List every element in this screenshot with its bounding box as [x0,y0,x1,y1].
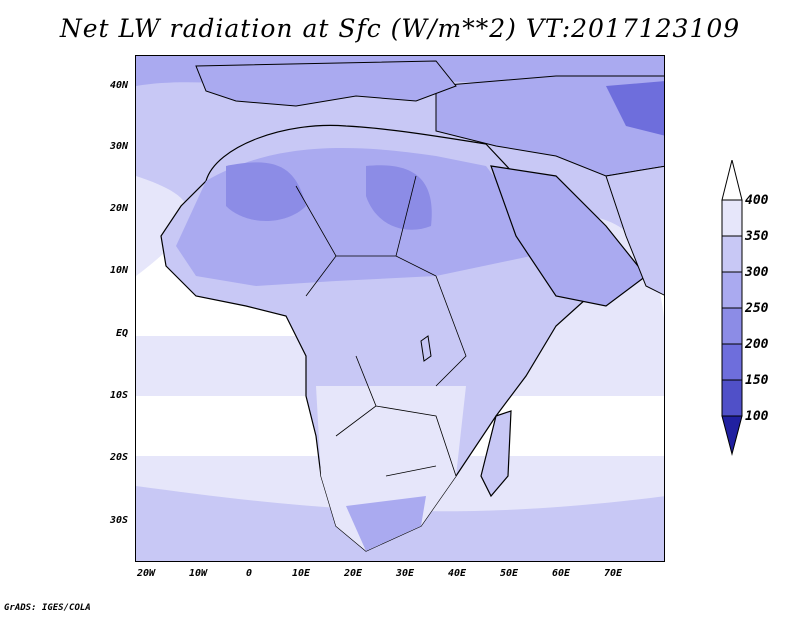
lon-label-0: 0 [245,568,253,579]
asia-peak-shade [606,81,664,136]
india-landmass [605,165,664,296]
country-borders [295,175,467,477]
colorbar [721,160,743,456]
lon-label-30e: 30E [395,568,415,579]
lon-label-40e: 40E [447,568,467,579]
lat-label-20s: 20S [109,452,128,463]
madagascar-landmass [480,410,512,498]
lat-label-30n: 30N [109,141,128,152]
colorbar-bin-150-200 [721,343,743,381]
colorbar-bin-300-350 [721,235,743,273]
lon-label-10w: 10W [188,568,208,579]
lat-label-20n: 20N [109,203,128,214]
colorbar-label-200: 200 [745,337,769,352]
colorbar-bottom-arrow [721,415,743,456]
lon-label-50e: 50E [499,568,519,579]
grads-credit: GrADS: IGES/COLA [4,603,91,613]
colorbar-label-100: 100 [745,409,769,424]
map-panel [135,55,665,562]
colorbar-bin-350-400 [721,199,743,237]
lon-label-20w: 20W [136,568,156,579]
colorbar-label-150: 150 [745,373,769,388]
radiation-field-map [136,56,664,561]
colorbar-top-arrow [721,160,743,201]
sahara-peak-east [366,165,432,230]
lon-label-70e: 70E [603,568,623,579]
colorbar-bin-100-150 [721,379,743,417]
lat-label-eq: EQ [115,328,128,339]
lat-label-10n: 10N [109,265,128,276]
arabia-landmass [490,165,647,307]
colorbar-bin-200-250 [721,307,743,345]
sahara-peak-west [226,162,306,221]
atlantic-light-shade [136,176,189,276]
lat-label-30s: 30S [109,515,128,526]
lake-victoria [420,335,432,362]
south-africa-shade [346,496,426,551]
colorbar-label-350: 350 [745,229,769,244]
lat-label-40n: 40N [109,80,128,91]
lon-label-10e: 10E [291,568,311,579]
colorbar-label-300: 300 [745,265,769,280]
lon-label-60e: 60E [551,568,571,579]
europe-landmass [195,60,457,107]
colorbar-label-250: 250 [745,301,769,316]
colorbar-bin-250-300 [721,271,743,309]
lat-label-10s: 10S [109,390,128,401]
colorbar-label-400: 400 [745,193,769,208]
lon-label-20e: 20E [343,568,363,579]
map-title: Net LW radiation at Sfc (W/m**2) VT:2017… [59,14,741,43]
